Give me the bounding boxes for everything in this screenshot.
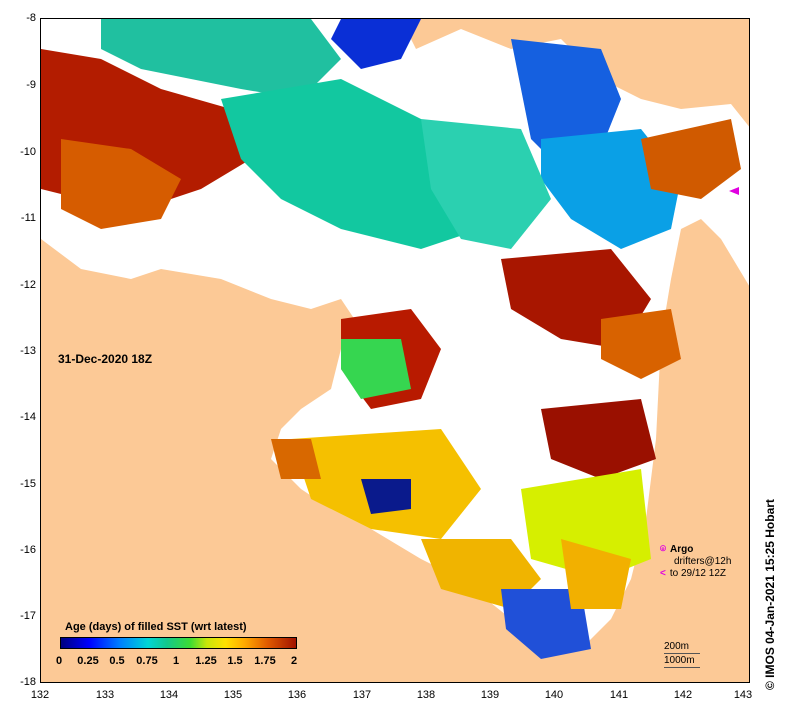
y-tick-label: -9 <box>26 79 36 91</box>
colorbar-tick-label: 1.75 <box>254 655 276 667</box>
x-tick-label: 137 <box>352 689 372 701</box>
drifter-icon: < <box>660 567 666 579</box>
colorbar-tick-label: 1.25 <box>195 655 217 667</box>
x-tick-label: 142 <box>673 689 693 701</box>
argo-legend: ⌾ Argo drifters@12h < to 29/12 12Z <box>660 543 731 579</box>
drifters-label-line1: drifters@12h <box>674 555 732 567</box>
colorbar-tick-label: 0 <box>55 655 63 667</box>
y-tick-label: -17 <box>20 610 36 622</box>
colorbar-tick-label: 0.5 <box>109 655 125 667</box>
legend-title: Age (days) of filled SST (wrt latest) <box>65 621 247 633</box>
y-tick-label: -12 <box>20 279 36 291</box>
x-tick-label: 139 <box>480 689 500 701</box>
x-tick-label: 140 <box>544 689 564 701</box>
colorbar <box>60 637 297 649</box>
imos-credit: © IMOS 04-Jan-2021 15:25 Hobart <box>763 499 777 690</box>
drifter-marker <box>729 187 739 195</box>
drifters-label-line2: to 29/12 12Z <box>669 567 726 579</box>
contour-1000m-label: 1000m <box>664 654 700 668</box>
argo-label: Argo <box>670 543 694 555</box>
colorbar-tick-label: 2 <box>290 655 298 667</box>
argo-icon: ⌾ <box>660 543 666 555</box>
colorbar-tick-label: 1.5 <box>227 655 243 667</box>
colorbar-tick-label: 0.75 <box>136 655 158 667</box>
colorbar-tick-label: 0.25 <box>77 655 99 667</box>
sst-age-patches <box>41 19 741 659</box>
y-tick-label: -8 <box>26 12 36 24</box>
x-tick-label: 138 <box>416 689 436 701</box>
x-tick-label: 132 <box>30 689 50 701</box>
y-tick-label: -10 <box>20 146 36 158</box>
y-tick-label: -16 <box>20 544 36 556</box>
map-timestamp: 31-Dec-2020 18Z <box>58 352 153 366</box>
y-tick-label: -11 <box>20 212 36 224</box>
sst-age-map <box>40 18 750 683</box>
contour-200m-label: 200m <box>664 640 700 654</box>
y-tick-label: -18 <box>20 676 36 688</box>
colorbar-tick-label: 1 <box>172 655 180 667</box>
contour-legend: 200m 1000m <box>664 640 700 668</box>
x-tick-label: 143 <box>733 689 753 701</box>
x-tick-label: 134 <box>159 689 179 701</box>
x-tick-label: 135 <box>223 689 243 701</box>
x-tick-label: 136 <box>287 689 307 701</box>
y-tick-label: -15 <box>20 478 36 490</box>
y-tick-label: -13 <box>20 345 36 357</box>
x-tick-label: 141 <box>609 689 629 701</box>
y-tick-label: -14 <box>20 411 36 423</box>
x-tick-label: 133 <box>95 689 115 701</box>
map-canvas <box>41 19 749 659</box>
